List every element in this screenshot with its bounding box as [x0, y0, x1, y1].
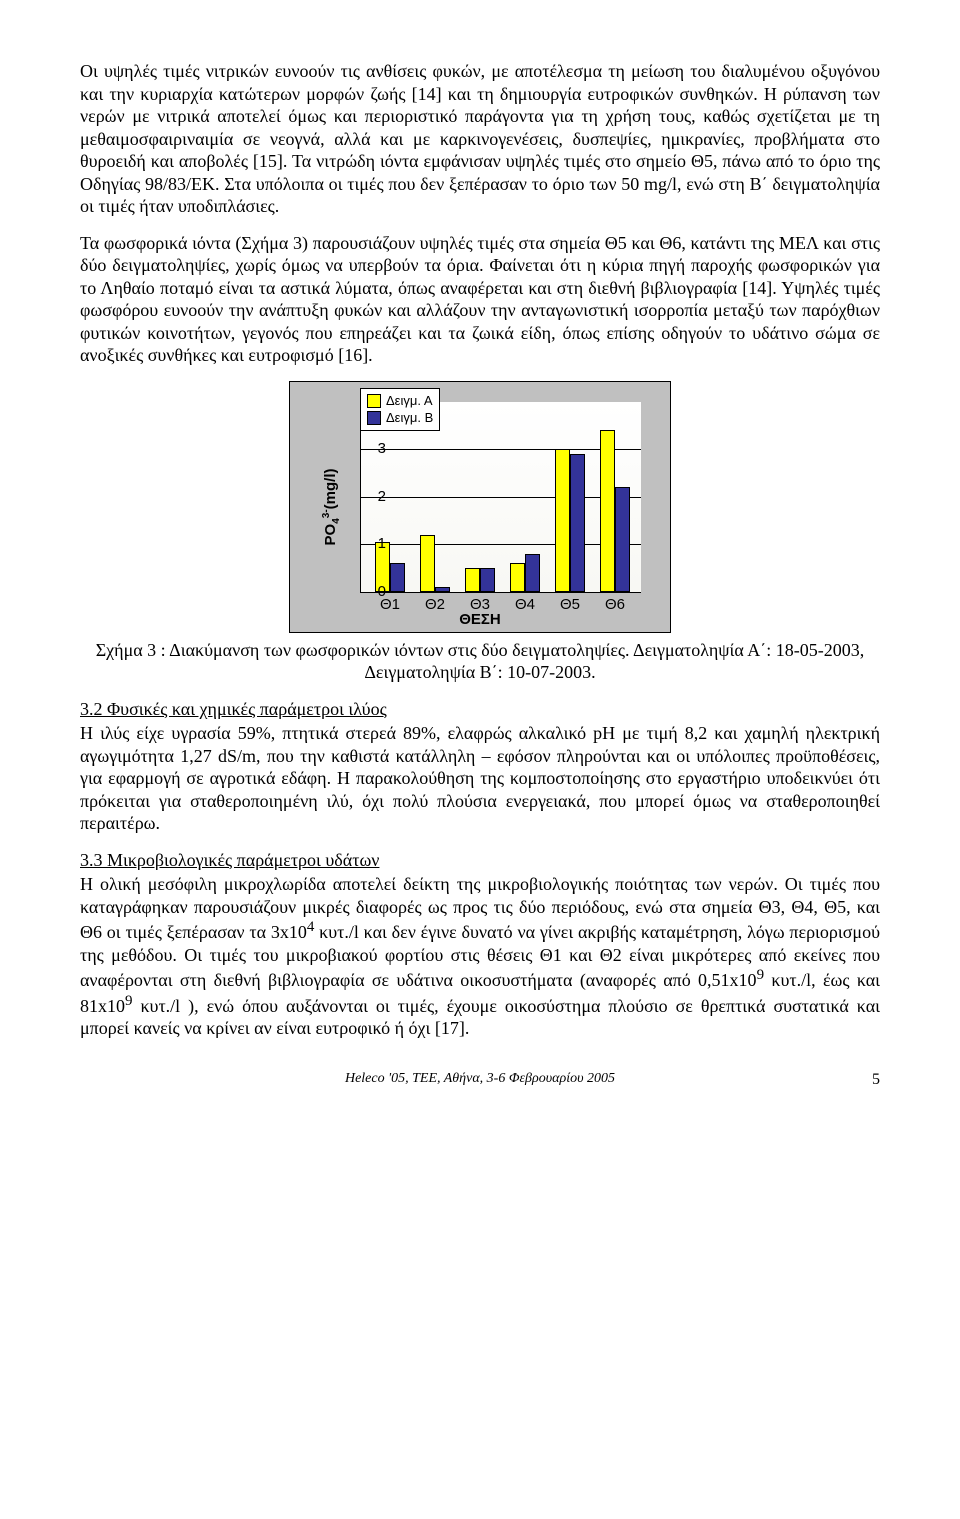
page-number: 5 — [872, 1070, 880, 1090]
x-tick: Θ6 — [595, 596, 635, 615]
page-footer: Heleco '05, ΤΕΕ, Αθήνα, 3-6 Φεβρουαρίου … — [80, 1070, 880, 1088]
y-axis-label: PO43-(mg/l) — [321, 468, 344, 545]
bar-series-b — [435, 587, 450, 592]
bar-series-b — [390, 563, 405, 592]
paragraph-1: Οι υψηλές τιμές νιτρικών ευνοούν τις ανθ… — [80, 60, 880, 218]
paragraph-3-3: Η ολική μεσόφιλη μικροχλωρίδα αποτελεί δ… — [80, 873, 880, 1040]
x-tick: Θ5 — [550, 596, 590, 615]
bar-series-b — [615, 487, 630, 592]
chart-legend: Δειγμ. ΑΔειγμ. Β — [360, 388, 440, 432]
p33-pt4: κυτ./l ), ενώ όπου αυξάνονται οι τιμές, … — [80, 996, 880, 1039]
swatch-a — [367, 394, 381, 408]
y-tick: 2 — [346, 488, 386, 507]
legend-label-b: Δειγμ. Β — [386, 410, 433, 426]
section-3-3-heading: 3.3 Μικροβιολογικές παράμετροι υδάτων — [80, 849, 880, 872]
footer-text: Heleco '05, ΤΕΕ, Αθήνα, 3-6 Φεβρουαρίου … — [345, 1071, 615, 1086]
legend-item-b: Δειγμ. Β — [367, 410, 433, 426]
legend-label-a: Δειγμ. Α — [386, 393, 433, 409]
legend-item-a: Δειγμ. Α — [367, 393, 433, 409]
bar-series-b — [570, 454, 585, 592]
y-tick: 3 — [346, 440, 386, 459]
bar-series-a — [555, 449, 570, 592]
swatch-b — [367, 411, 381, 425]
x-tick: Θ1 — [370, 596, 410, 615]
x-tick: Θ4 — [505, 596, 545, 615]
bar-series-a — [465, 568, 480, 592]
bar-series-a — [510, 563, 525, 592]
bar-series-b — [480, 568, 495, 592]
paragraph-3-2: Η ιλύς είχε υγρασία 59%, πτητικά στερεά … — [80, 722, 880, 835]
bar-series-a — [600, 430, 615, 592]
bar-series-a — [420, 535, 435, 592]
sup-9a: 9 — [757, 967, 765, 983]
y-tick: 1 — [346, 535, 386, 554]
sup-9b: 9 — [125, 993, 133, 1009]
chart-container: PO43-(mg/l) ΘΕΣΗ 01234Θ1Θ2Θ3Θ4Θ5Θ6Δειγμ.… — [80, 381, 880, 633]
x-tick: Θ2 — [415, 596, 455, 615]
x-tick: Θ3 — [460, 596, 500, 615]
paragraph-2: Τα φωσφορικά ιόντα (Σχήμα 3) παρουσιάζου… — [80, 232, 880, 367]
bar-series-b — [525, 554, 540, 592]
chart-caption: Σχήμα 3 : Διακύμανση των φωσφορικών ιόντ… — [80, 639, 880, 684]
phosphate-chart: PO43-(mg/l) ΘΕΣΗ 01234Θ1Θ2Θ3Θ4Θ5Θ6Δειγμ.… — [289, 381, 671, 633]
section-3-2-heading: 3.2 Φυσικές και χημικές παράμετροι ιλύος — [80, 698, 880, 721]
